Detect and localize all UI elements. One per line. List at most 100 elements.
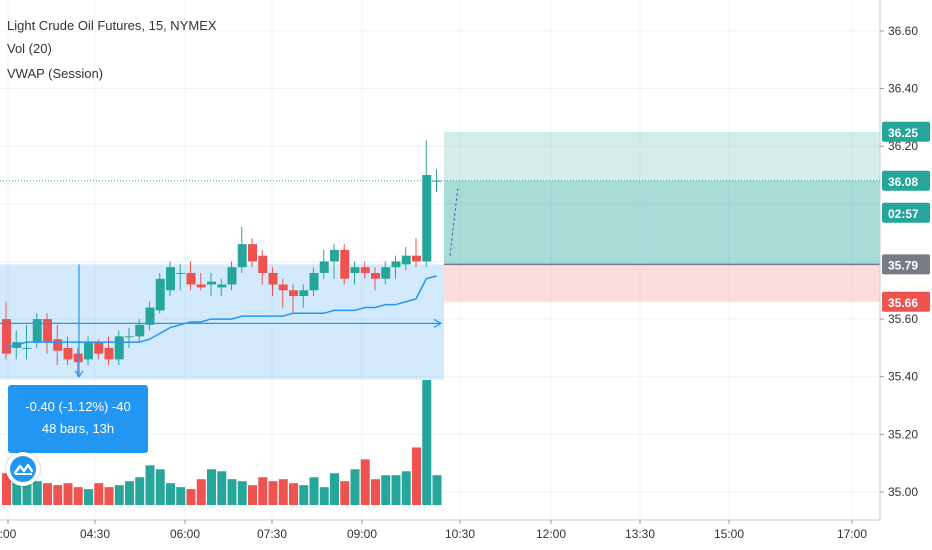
volume-bar [53,485,63,505]
candle-body [63,347,73,360]
candle-body [381,267,391,279]
vwap-indicator-label[interactable]: VWAP (Session) [7,66,104,81]
candle-body [217,284,227,288]
stop-zone [444,264,880,302]
price-tag-label: 35.66 [888,296,918,310]
candle-body [94,342,104,354]
candle-body [22,347,32,349]
price-tag-label: 36.08 [888,175,918,189]
candle-body [227,267,237,285]
price-axis-label: 35.60 [888,312,918,326]
time-axis[interactable]: :00 04:30 06:00 07:30 09:00 10:30 12:00 13:30 15… [0,519,880,541]
tradingview-logo-icon[interactable] [6,452,40,486]
candle-body [196,284,206,288]
time-axis-label: 12:00 [536,527,566,541]
candle-body [258,255,268,273]
candle-body [371,272,380,279]
trade-zones [0,131,880,380]
candle-body [289,290,298,297]
candle-body [401,255,411,265]
time-axis-label: 10:30 [445,527,475,541]
volume-bar [391,475,401,505]
candle-body [350,267,360,273]
candle-body [186,272,196,285]
volume-bar [73,487,83,505]
volume-bar [135,477,145,505]
candle-body [330,249,339,262]
arrow-head-down [74,370,84,378]
candle-body [412,255,421,262]
candle-body [299,290,309,297]
volume-bar [237,481,247,505]
candle-body [432,180,442,182]
candle-body [391,261,401,268]
time-axis-label: 06:00 [170,527,200,541]
symbol-title[interactable]: Light Crude Oil Futures, 15, NYMEX [7,18,217,33]
volume-bar [278,479,288,505]
price-tag-bg [882,291,930,312]
candle-body [237,244,247,268]
vwap-line [5,275,437,349]
volume-bar [432,475,442,505]
candle-body [145,307,155,325]
volume-bar [32,481,42,505]
candle-body [166,267,175,291]
volume-bar [196,479,206,505]
time-axis-label: 07:30 [257,527,287,541]
measure-range-rect [0,264,444,380]
price-tag-bg [882,202,930,223]
profit-zone [444,131,880,265]
volume-bar [166,483,175,505]
time-axis-label: 13:30 [625,527,655,541]
volume-bar [2,473,11,505]
measure-overlays [0,180,880,378]
candle-body [104,347,114,360]
volume-bar [381,475,391,505]
volume-bar [309,477,319,505]
candle-body [32,319,42,343]
volume-bar [217,471,227,505]
volume-bar [422,380,432,505]
price-axis-background [880,0,932,550]
volume-bar [114,485,124,505]
price-axis[interactable]: 35.00 35.20 35.40 35.60 36.20 36.40 36.60 [879,0,932,550]
price-axis-label: 35.20 [888,427,918,441]
price-axis-label: 35.00 [888,485,918,499]
time-axis-label: 17:00 [837,527,867,541]
candle-body [155,278,165,311]
projection-dashed-line [449,186,459,256]
price-tags: 36.25 36.08 02:57 35.79 35.66 [882,121,930,312]
price-axis-label: 36.20 [888,139,918,153]
price-tag-label: 35.79 [888,258,918,272]
candle-body [43,319,52,343]
price-tag-label: 36.25 [888,126,918,140]
volume-bar [401,471,411,505]
time-axis-label: 15:00 [714,527,744,541]
price-axis-label: 35.40 [888,370,918,384]
measure-bars-duration: 48 bars, 13h [41,421,115,436]
candle-body [176,272,186,274]
candle-body [125,336,134,338]
price-tag-bg [882,121,930,142]
volume-bar [104,487,114,505]
candle-body [2,319,11,354]
volume-bar [63,483,73,505]
measure-tooltip: -0.40 (-1.12%) -40 48 bars, 13h [8,385,148,453]
volume-bar [12,479,22,505]
candle-body [319,261,329,273]
volume-bar [207,469,216,505]
volume-bars [2,380,442,505]
price-axis-label: 36.60 [888,24,918,38]
volume-bar [176,487,186,505]
volume-bar [155,469,165,505]
time-axis-label: 04:30 [80,527,110,541]
volume-bar [412,447,421,505]
volume-bar [227,479,237,505]
candle-body [84,342,93,360]
volume-bar [125,481,134,505]
candle-body [53,339,63,351]
volume-indicator-label[interactable]: Vol (20) [7,41,52,56]
candle-body [135,324,145,337]
price-tag-bg [882,170,930,191]
